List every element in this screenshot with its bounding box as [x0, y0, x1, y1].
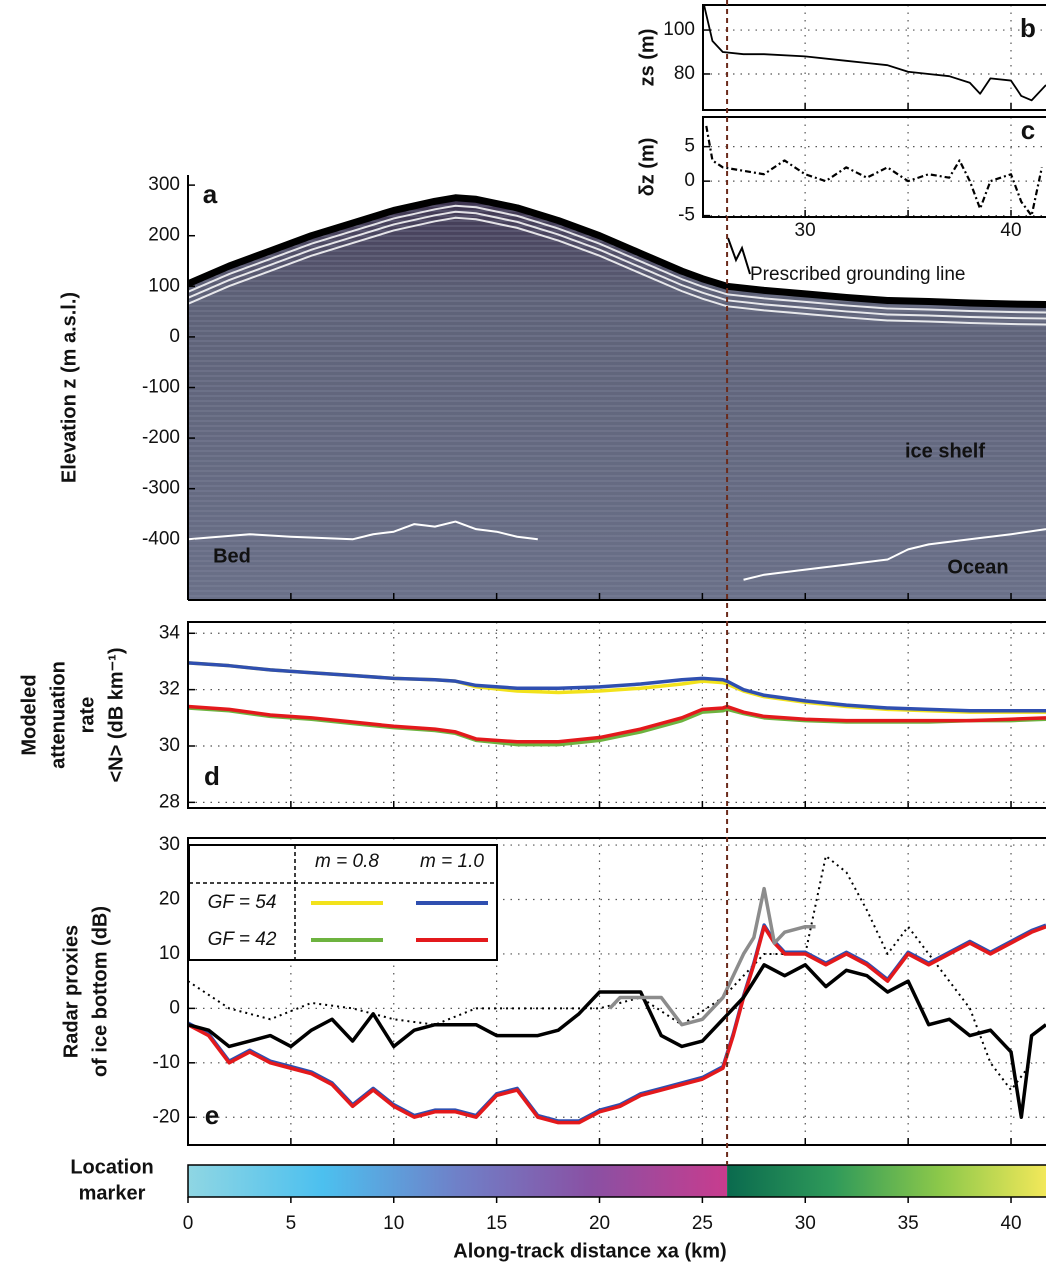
panel-frame [702, 4, 1046, 111]
x-tick-label: 30 [795, 220, 816, 241]
series-group [703, 5, 1046, 102]
annotation: ice shelf [905, 440, 985, 462]
data-line [187, 661, 1046, 713]
panel: 30 40 -5 0 5 δz (m) c [636, 115, 1046, 241]
y-axis-label: Modeled [18, 674, 40, 755]
data-line [743, 528, 1046, 581]
colorbar-grounded [188, 1165, 728, 1197]
y-tick-label: -300 [142, 478, 180, 499]
y-tick-label: 200 [148, 225, 180, 246]
annotation-arrow [727, 237, 751, 275]
panel: 28 30 32 34 Modeled attenuation rate <N> (dB km… [18, 621, 1046, 812]
legend-header: m = 1.0 [420, 851, 484, 872]
y-tick-label: 5 [684, 136, 695, 157]
y-tick-label: 80 [674, 63, 695, 84]
series-group [187, 854, 1046, 1125]
x-tick-label: 40 [1000, 220, 1021, 241]
y-tick-label: 10 [159, 943, 180, 964]
data-line [188, 520, 538, 541]
x-tick-label: 5 [286, 1213, 297, 1234]
data-line [187, 963, 1046, 1119]
panel-frame [702, 116, 1046, 218]
legend-header: m = 0.8 [315, 851, 379, 872]
radargram-layer [188, 204, 1046, 314]
y-axis-label: of ice bottom (dB) [89, 906, 111, 1077]
colorbar-title: marker [79, 1182, 146, 1204]
x-tick-label: 15 [486, 1213, 507, 1234]
y-tick-label: 28 [159, 791, 180, 812]
y-tick-label: 30 [159, 735, 180, 756]
panel: -20 -10 0 10 20 30 Radar proxies of ice bottom … [60, 834, 1046, 1146]
legend-row-label: GF = 54 [208, 892, 277, 913]
y-tick-label: 100 [663, 19, 695, 40]
data-line [187, 924, 1046, 1125]
colorbar: Location marker 0 5 10 15 20 25 30 35 40 Along-trac… [70, 0, 1046, 1262]
colorbar-title: Location [70, 1156, 153, 1178]
data-line [705, 125, 1043, 217]
y-axis-label: attenuation [47, 661, 69, 769]
y-axis-label: <N> (dB km⁻¹) [105, 647, 127, 782]
legend: m = 0.8 m = 1.0 GF = 54 GF = 42 [188, 844, 498, 961]
legend-row-label: GF = 42 [208, 929, 277, 950]
panel-label: c [1021, 115, 1035, 145]
radargram-layer [188, 210, 1046, 320]
panel-label: a [203, 179, 218, 209]
series-group [705, 125, 1043, 217]
y-tick-label: 300 [148, 174, 180, 195]
panel-label: e [205, 1100, 219, 1130]
y-tick-label: 100 [148, 275, 180, 296]
panel-label: d [204, 761, 220, 791]
y-axis-label: δz (m) [636, 138, 658, 197]
annotation: Bed [213, 545, 251, 567]
panel: -400 -300 -200 -100 0 100 200 300 Elevation z (m… [58, 174, 1046, 601]
data-line [608, 886, 816, 1027]
y-tick-label: -400 [142, 528, 180, 549]
data-line [187, 704, 1046, 744]
x-tick-label: 40 [1000, 1213, 1021, 1234]
x-axis-label: Along-track distance xa (km) [453, 1240, 726, 1262]
data-line [188, 194, 1046, 309]
y-tick-label: -100 [142, 377, 180, 398]
y-axis-label: Elevation z (m a.s.l.) [58, 292, 80, 483]
y-axis-label: rate [76, 697, 98, 734]
y-tick-label: 32 [159, 679, 180, 700]
y-tick-label: 0 [169, 997, 180, 1018]
y-axis-label: zs (m) [636, 29, 658, 87]
y-tick-label: -5 [678, 205, 695, 226]
x-tick-label: 30 [795, 1213, 816, 1234]
annotation: Ocean [947, 556, 1008, 578]
x-tick-label: 35 [898, 1213, 919, 1234]
panel-background [703, 117, 1046, 217]
series-group [188, 194, 1046, 581]
y-tick-label: 0 [684, 170, 695, 191]
x-tick-label: 25 [692, 1213, 713, 1234]
y-tick-label: 34 [159, 622, 181, 643]
y-tick-label: 30 [159, 834, 180, 855]
colorbar-frame [187, 1164, 1046, 1198]
radargram-layer [188, 216, 1046, 326]
y-tick-label: 0 [169, 326, 180, 347]
panel-label: b [1020, 13, 1036, 43]
panel-background [703, 5, 1046, 110]
annotation: Prescribed grounding line [750, 264, 965, 285]
x-tick-label: 10 [383, 1213, 404, 1234]
data-line [187, 706, 1046, 747]
data-line [187, 661, 1046, 714]
series-group [187, 661, 1046, 747]
y-axis-label: Radar proxies [60, 925, 82, 1058]
x-tick-label: 0 [183, 1213, 194, 1234]
y-tick-label: 20 [159, 889, 180, 910]
x-tick-label: 20 [589, 1213, 610, 1234]
data-line [703, 5, 1046, 102]
panel-frame [187, 837, 1046, 1146]
colorbar-shelf [727, 1165, 1046, 1197]
radargram [188, 197, 1046, 600]
y-tick-label: -20 [153, 1106, 180, 1127]
y-tick-label: -10 [153, 1052, 180, 1073]
panel-frame [187, 621, 1046, 809]
y-tick-label: -200 [142, 427, 180, 448]
